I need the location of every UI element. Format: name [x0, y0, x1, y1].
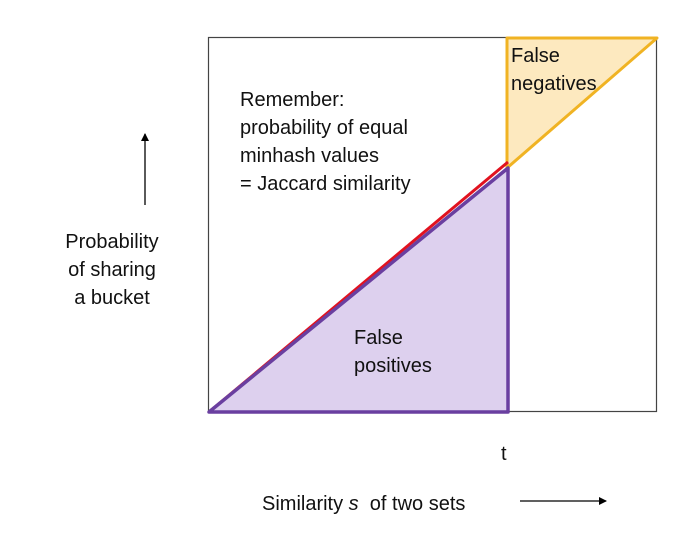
false-positives-label-line: False [354, 327, 403, 349]
false-negatives-label-line: negatives [511, 73, 597, 95]
y-axis-label-line: a bucket [74, 287, 150, 309]
threshold-label: t [501, 443, 507, 465]
x-axis-label: Similarity s of two sets [262, 490, 465, 518]
x-axis-label-suffix: of two sets [358, 493, 466, 515]
note-line: minhash values [240, 145, 379, 167]
false-positives-label-line: positives [354, 355, 432, 377]
note-line: Remember: [240, 89, 345, 111]
y-axis-label-line: of sharing [68, 259, 156, 281]
false-positives-label: False positives [354, 324, 432, 380]
remember-note: Remember: probability of equal minhash v… [240, 86, 411, 198]
y-axis-label-line: Probability [65, 231, 159, 253]
x-axis-label-prefix: Similarity [262, 493, 349, 515]
note-line: = Jaccard similarity [240, 173, 411, 195]
false-negatives-label: False negatives [511, 42, 597, 98]
false-negatives-region [505, 36, 659, 170]
y-axis-label: Probability of sharing a bucket [42, 228, 182, 312]
x-axis-label-variable: s [348, 493, 359, 515]
false-negatives-label-line: False [511, 45, 560, 67]
false-positives-region [207, 166, 510, 414]
note-line: probability of equal [240, 117, 408, 139]
